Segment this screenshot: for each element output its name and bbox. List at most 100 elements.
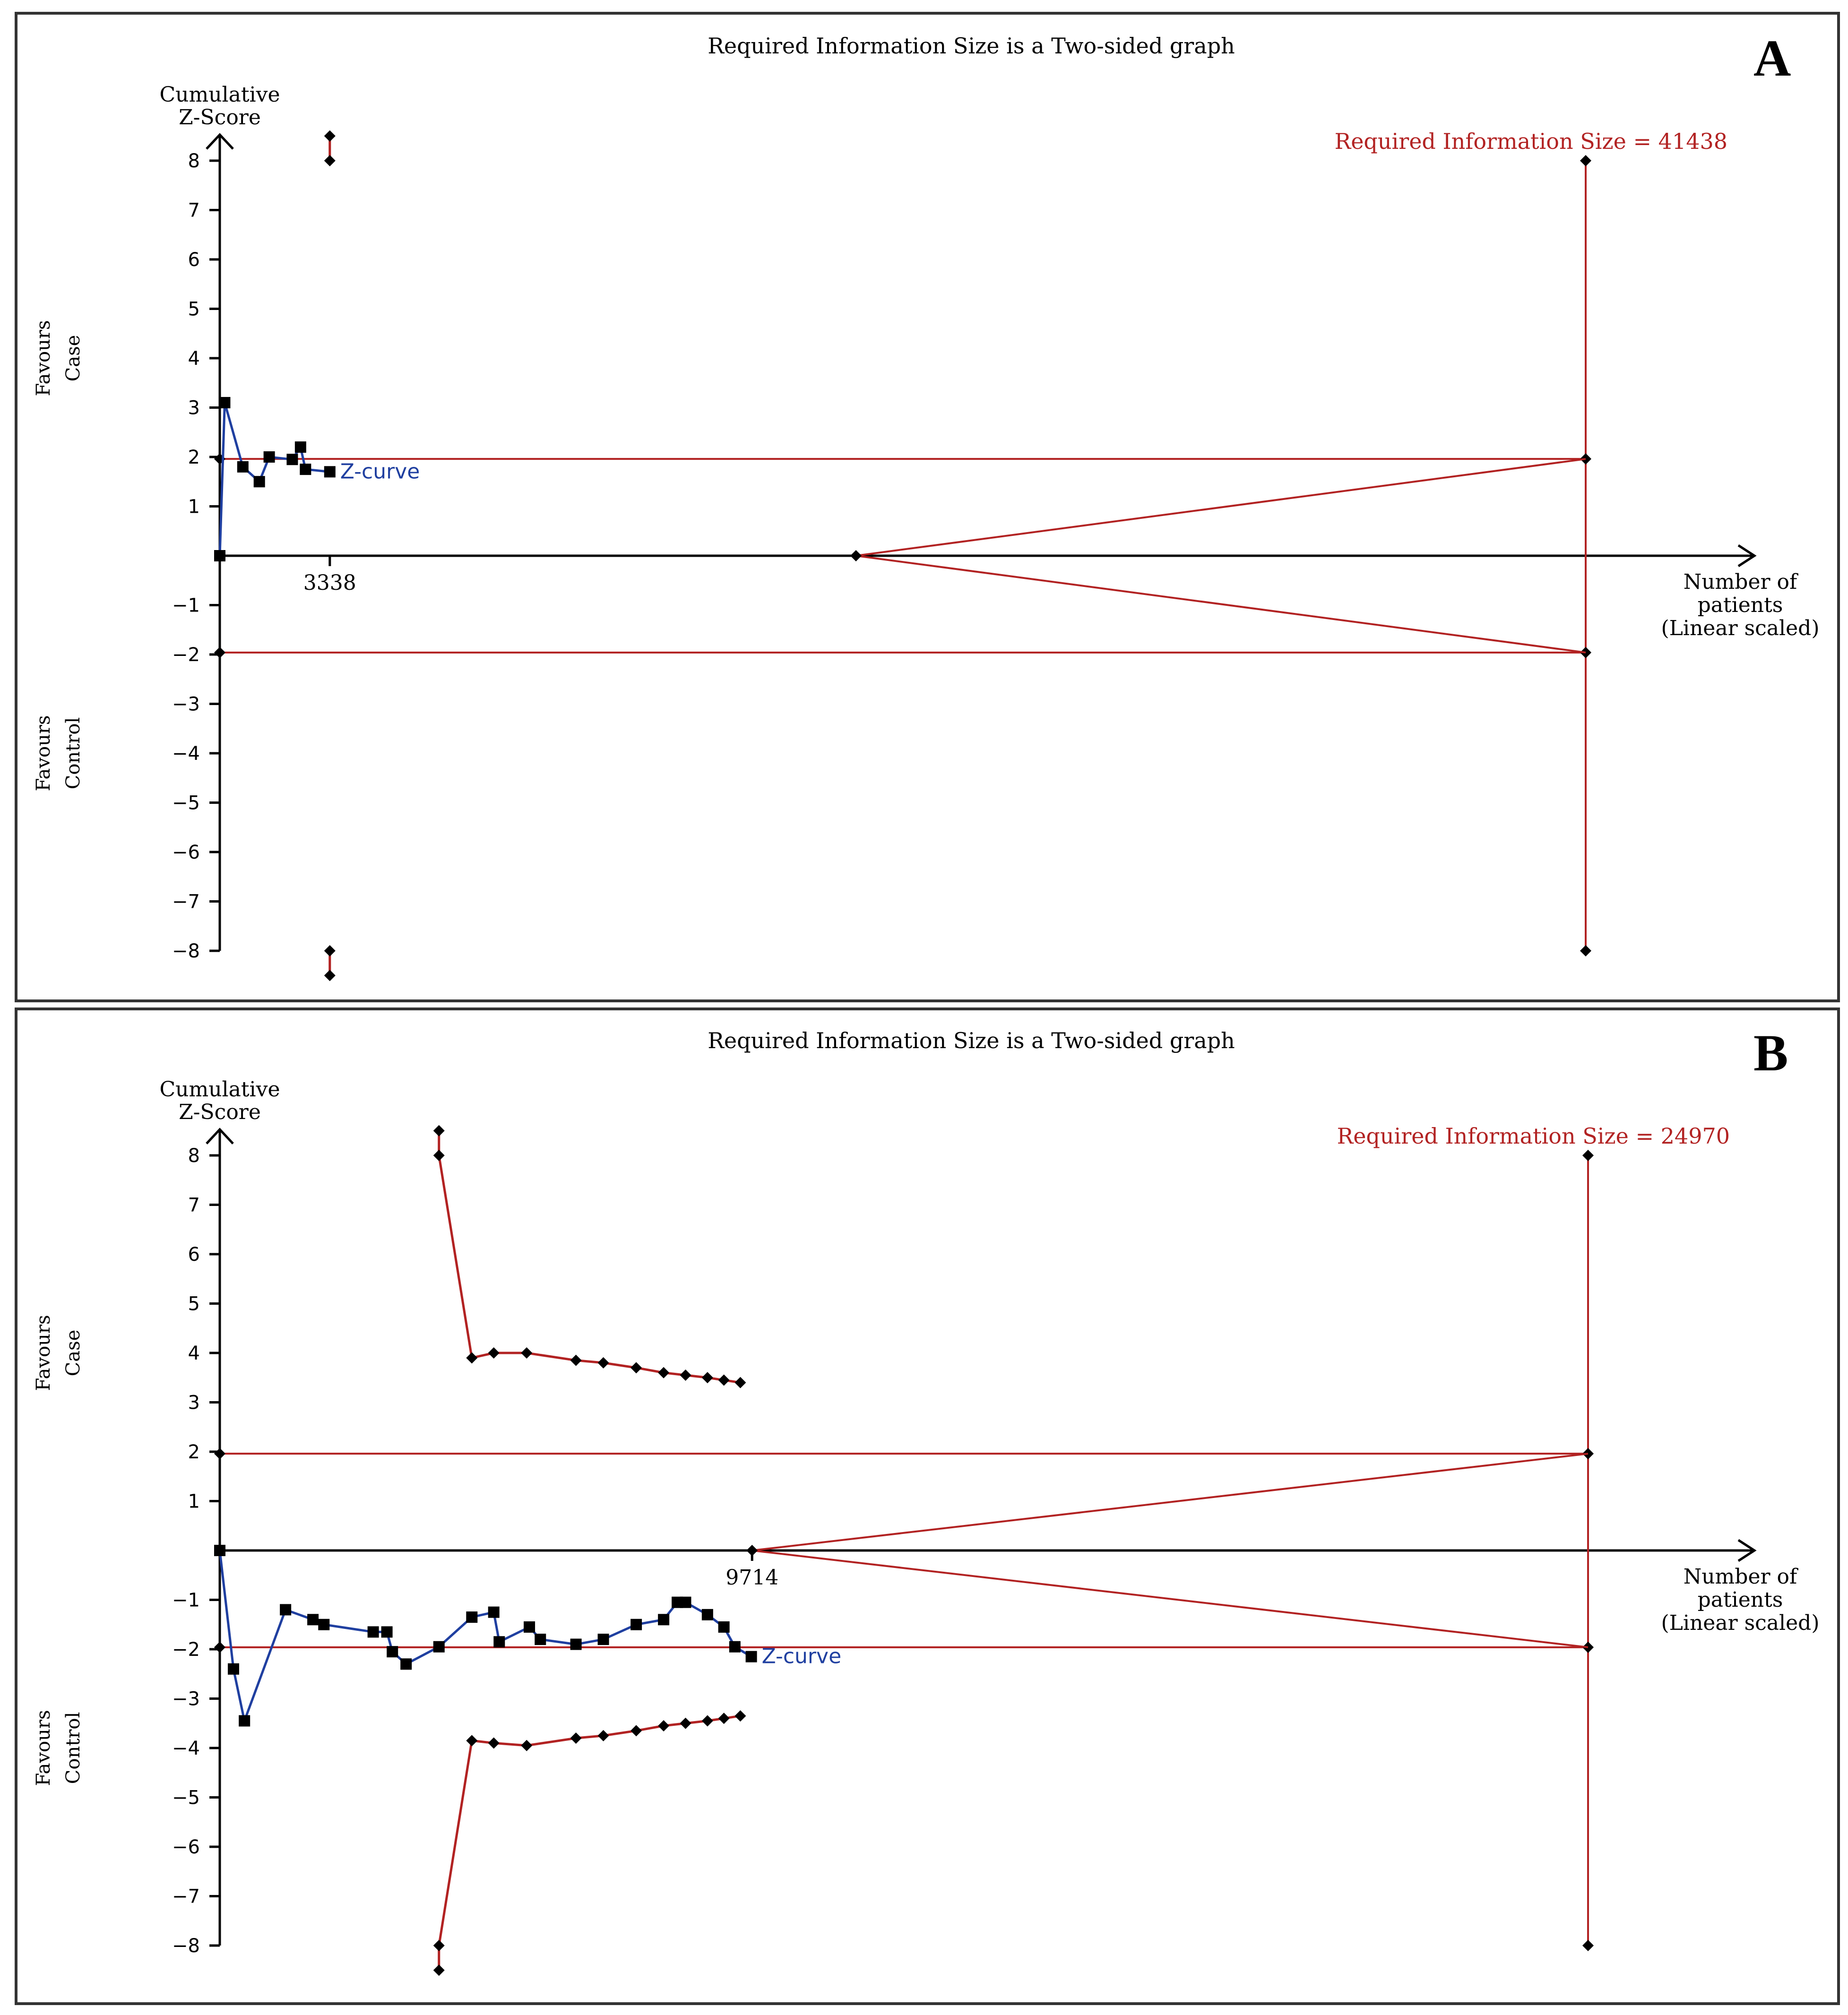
monitoring-boundary-point	[433, 1125, 445, 1137]
x-axis-label-line2: patients	[1698, 1588, 1783, 1612]
panel-label: B	[1753, 1024, 1788, 1082]
monitoring-boundary-point	[488, 1737, 500, 1749]
y-tick-label: −2	[172, 1639, 200, 1661]
y-axis-label-line1: Cumulative	[159, 1077, 280, 1102]
z-curve-point	[570, 1638, 582, 1650]
x-tick-label: 3338	[303, 571, 356, 595]
y-tick-label: −5	[172, 1787, 200, 1809]
monitoring-boundary-point	[324, 945, 336, 956]
y-tick-label: −6	[172, 1836, 200, 1858]
z-curve-point	[658, 1614, 670, 1626]
monitoring-boundary-point	[466, 1735, 478, 1747]
z-curve-point	[214, 550, 225, 561]
ris-marker-bottom	[1582, 1940, 1594, 1951]
z-curve-point	[286, 454, 298, 465]
monitoring-boundary-point	[734, 1377, 746, 1388]
monitoring-boundary-point	[324, 130, 336, 142]
y-tick-label: 2	[188, 1441, 200, 1463]
favours-control-label-line1: Favours	[33, 1710, 54, 1786]
y-axis-label-line2: Z-Score	[179, 1100, 261, 1124]
monitoring-boundary-point	[466, 1352, 478, 1364]
monitoring-boundary-point	[521, 1347, 533, 1359]
y-axis-arrow	[206, 1128, 234, 1145]
monitoring-boundary-point	[630, 1362, 642, 1374]
monitoring-boundary-point	[433, 1964, 445, 1976]
y-tick-label: −5	[172, 792, 200, 814]
z-curve-point	[253, 476, 265, 488]
z-curve-point	[524, 1621, 535, 1633]
favours-case-label-line2: Case	[62, 1330, 84, 1377]
y-tick-label: −8	[172, 940, 200, 962]
monitoring-boundary-point	[597, 1357, 609, 1369]
y-tick-label: −2	[172, 644, 200, 666]
monitoring-boundary-point	[701, 1372, 713, 1384]
futility-boundary-lower	[752, 1550, 1589, 1648]
favours-control-label-line2: Control	[62, 1712, 84, 1784]
z-curve-point	[718, 1621, 730, 1633]
z-curve-point	[214, 1545, 225, 1556]
chart-title: Required Information Size is a Two-sided…	[708, 1028, 1235, 1053]
monitoring-upper-boundary	[438, 1130, 741, 1384]
y-tick-label: 7	[188, 200, 200, 222]
monitoring-boundary-point	[570, 1732, 582, 1744]
monitoring-boundary-point	[734, 1710, 746, 1722]
z-curve-point	[239, 1715, 250, 1727]
y-tick-label: 6	[188, 1244, 200, 1266]
z-curve-point	[294, 441, 306, 453]
monitoring-boundary-point	[521, 1739, 533, 1751]
y-axis-label-line2: Z-Score	[179, 105, 261, 129]
z-curve-point	[307, 1614, 319, 1626]
favours-case-label-line2: Case	[62, 335, 84, 382]
monitoring-boundary-point	[433, 1940, 445, 1951]
z-curve-line	[218, 402, 330, 556]
z-curve-line	[218, 1550, 752, 1725]
ris-marker-top	[1582, 1150, 1594, 1161]
ris-marker-top	[1580, 155, 1591, 166]
y-tick-label: 4	[188, 348, 200, 370]
y-tick-label: −6	[172, 842, 200, 863]
conventional-boundary-marker	[214, 1448, 225, 1460]
y-tick-label: 2	[188, 447, 200, 468]
monitoring-boundary-point	[658, 1367, 670, 1378]
z-curve-point	[488, 1606, 500, 1618]
z-curve-label: Z-curve	[762, 1645, 842, 1669]
z-curve-point	[263, 451, 275, 463]
ris-label: Required Information Size = 24970	[1337, 1123, 1730, 1149]
futility-boundary-upper	[855, 458, 1586, 557]
x-axis-arrow	[1737, 544, 1757, 568]
futility-boundary-upper	[752, 1453, 1589, 1551]
x-axis-label-line1: Number of	[1684, 570, 1798, 594]
panel-b: Required Information Size is a Two-sided…	[15, 1008, 1840, 2005]
y-tick-label: −8	[172, 1935, 200, 1957]
z-curve-point	[597, 1634, 609, 1645]
z-curve-point	[381, 1626, 393, 1638]
z-curve-point	[219, 397, 231, 409]
y-tick-label: 1	[188, 496, 200, 518]
z-curve-point	[745, 1651, 757, 1662]
y-tick-label: −1	[172, 595, 200, 617]
z-curve-point	[535, 1634, 546, 1645]
z-curve-point	[630, 1619, 642, 1630]
panel-label: A	[1753, 29, 1791, 87]
favours-control-label-line2: Control	[62, 717, 84, 790]
z-curve-point	[280, 1604, 292, 1616]
z-curve-point	[324, 466, 336, 478]
ris-marker-bottom	[1580, 945, 1591, 956]
x-axis-label-line3: (Linear scaled)	[1661, 616, 1820, 640]
z-curve-point	[433, 1641, 445, 1653]
x-tick-label: 9714	[725, 1566, 778, 1590]
favours-control-label-line1: Favours	[33, 715, 54, 792]
y-tick-label: 6	[188, 249, 200, 271]
y-axis-arrow	[206, 133, 234, 150]
ris-label: Required Information Size = 41438	[1335, 129, 1727, 154]
z-curve-point	[680, 1596, 691, 1608]
z-curve-point	[300, 464, 311, 475]
x-axis-arrow	[1737, 1539, 1757, 1562]
y-tick-label: 7	[188, 1195, 200, 1216]
y-tick-label: −4	[172, 743, 200, 765]
z-curve-point	[227, 1663, 239, 1675]
y-tick-label: −3	[172, 1688, 200, 1710]
futility-boundary-lower	[855, 555, 1586, 654]
monitoring-boundary-point	[433, 1150, 445, 1161]
y-tick-label: −1	[172, 1590, 200, 1611]
